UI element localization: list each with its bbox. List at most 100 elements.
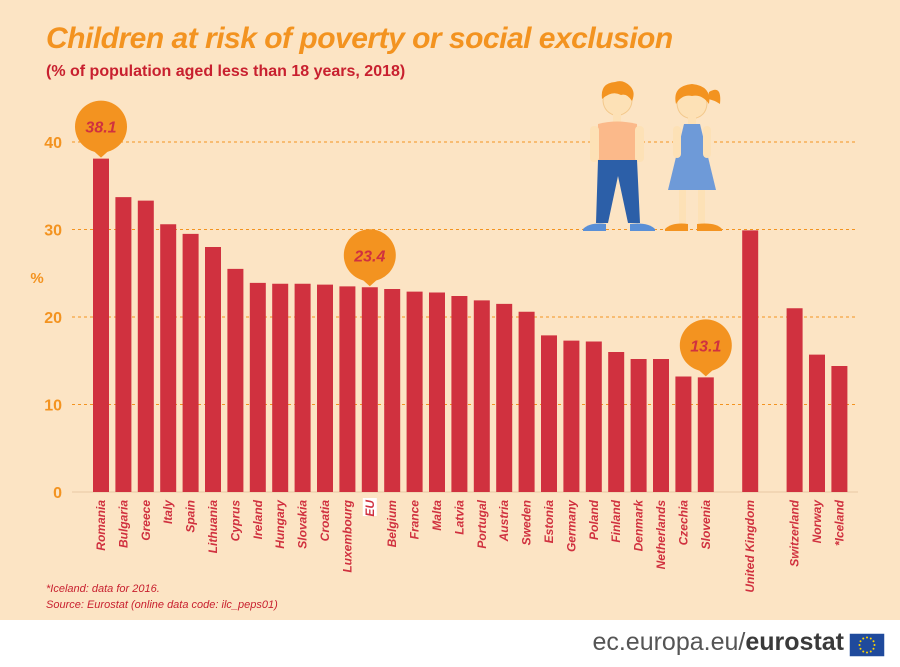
y-tick-label: 40 [44, 135, 62, 152]
x-tick-label: Sweden [520, 500, 534, 545]
bar-luxembourg [339, 286, 356, 492]
bar-hungary [272, 283, 289, 492]
x-tick-label: Croatia [318, 500, 332, 542]
bar-austria [496, 303, 513, 492]
bar-greece [137, 200, 154, 492]
bar-malta [429, 292, 445, 492]
chart-subtitle: (% of population aged less than 18 years… [46, 63, 406, 80]
bar-spain [182, 233, 199, 492]
x-tick-label: Netherlands [654, 500, 668, 570]
bar-sweden [518, 311, 535, 492]
bars [93, 158, 848, 492]
eu-flag-icon [849, 633, 885, 657]
bar-czechia [675, 376, 692, 492]
footnote-source: Source: Eurostat (online data code: ilc_… [46, 599, 278, 611]
x-tick-label: Austria [497, 500, 511, 543]
x-axis-labels: Romania Bulgaria Greece Italy Spain Lithuania… [94, 498, 846, 593]
brand-name: eurostat [745, 628, 844, 656]
bar-norway [809, 354, 825, 492]
bar-poland [585, 341, 602, 492]
flag-star [862, 650, 865, 653]
flag-star [869, 637, 872, 640]
callout-romania: 38.1 [75, 100, 127, 158]
bar-germany [563, 340, 580, 492]
eurostat-brand[interactable]: ec.europa.eu/eurostat [592, 628, 844, 657]
x-tick-label: France [408, 500, 422, 540]
callout-eu: 23.4 [343, 229, 396, 287]
callout-slovenia: 13.1 [679, 319, 732, 377]
bar-netherlands [653, 359, 669, 492]
bar-estonia [541, 335, 557, 492]
bar-portugal [473, 300, 490, 492]
callout-value: 13.1 [690, 338, 721, 355]
flag-star [858, 644, 861, 646]
flag-star [872, 647, 875, 650]
x-tick-label: Belgium [385, 500, 399, 548]
children-illustration [583, 81, 722, 231]
flag-star [862, 637, 865, 640]
x-tick-label: United Kingdom [743, 500, 757, 593]
boy-figure [583, 81, 655, 231]
x-tick-label: Finland [609, 499, 623, 542]
bar-united-kingdom [742, 230, 759, 492]
x-tick-label: Hungary [273, 499, 287, 549]
x-tick-label: Portugal [475, 499, 489, 548]
flag-star [859, 647, 862, 650]
bar-iceland [831, 366, 848, 492]
bar-latvia [451, 296, 468, 492]
bar-belgium [384, 289, 401, 492]
footnote-iceland: *Iceland: data for 2016. [46, 583, 160, 595]
x-tick-label: Poland [587, 499, 601, 540]
bar-denmark [630, 359, 647, 492]
x-tick-label: Cyprus [228, 500, 242, 542]
y-tick-label: 20 [44, 310, 62, 327]
y-tick-label: 0 [53, 485, 62, 502]
bar-chart: 0 10 20 30 40 % [30, 81, 858, 593]
x-tick-label: Luxembourg [340, 499, 354, 572]
flag-star [859, 640, 862, 643]
y-tick-label: 30 [44, 223, 62, 240]
x-tick-label: Denmark [632, 499, 646, 552]
x-tick-label: Slovakia [296, 500, 310, 549]
x-tick-label: Lithuania [206, 500, 220, 554]
bar-finland [608, 352, 625, 492]
x-tick-label: Slovenia [699, 500, 713, 550]
bar-slovenia [697, 377, 714, 492]
y-axis-label: % [30, 270, 43, 287]
x-tick-label: Germany [564, 499, 578, 552]
x-tick-label: Norway [810, 499, 824, 544]
chart-title: Children at risk of poverty or social ex… [46, 22, 673, 55]
flag-star [866, 651, 868, 654]
bar-eu [361, 287, 378, 492]
x-tick-label: Bulgaria [116, 500, 130, 548]
eu-label-box [362, 498, 377, 516]
x-tick-label: Latvia [452, 500, 466, 535]
bar-ireland [249, 282, 266, 492]
callout-value: 23.4 [353, 248, 385, 265]
y-axis: 0 10 20 30 40 [44, 135, 62, 502]
flag-star [873, 644, 876, 646]
x-tick-label: *Iceland [832, 499, 846, 546]
x-tick-label: Estonia [542, 500, 556, 544]
callout-value: 38.1 [85, 120, 116, 137]
x-tick-label: Czechia [676, 500, 690, 546]
flag-star [872, 640, 875, 643]
x-tick-label: EU [363, 500, 377, 517]
x-tick-label: Romania [94, 500, 108, 551]
bar-cyprus [227, 268, 244, 492]
bar-lithuania [205, 247, 221, 492]
flag-star [869, 650, 872, 653]
y-tick-label: 10 [44, 398, 62, 415]
value-callouts: 38.1 23.4 13.1 [75, 100, 732, 377]
brand-domain: ec.europa.eu/ [592, 628, 746, 656]
bar-slovakia [294, 283, 311, 492]
bar-italy [160, 224, 177, 492]
bar-switzerland [786, 308, 803, 492]
x-tick-label: Italy [161, 499, 175, 524]
x-tick-label: Malta [430, 500, 444, 531]
girl-figure [665, 84, 722, 231]
bar-croatia [317, 284, 333, 492]
x-tick-label: Ireland [251, 499, 265, 539]
bar-bulgaria [115, 197, 132, 492]
